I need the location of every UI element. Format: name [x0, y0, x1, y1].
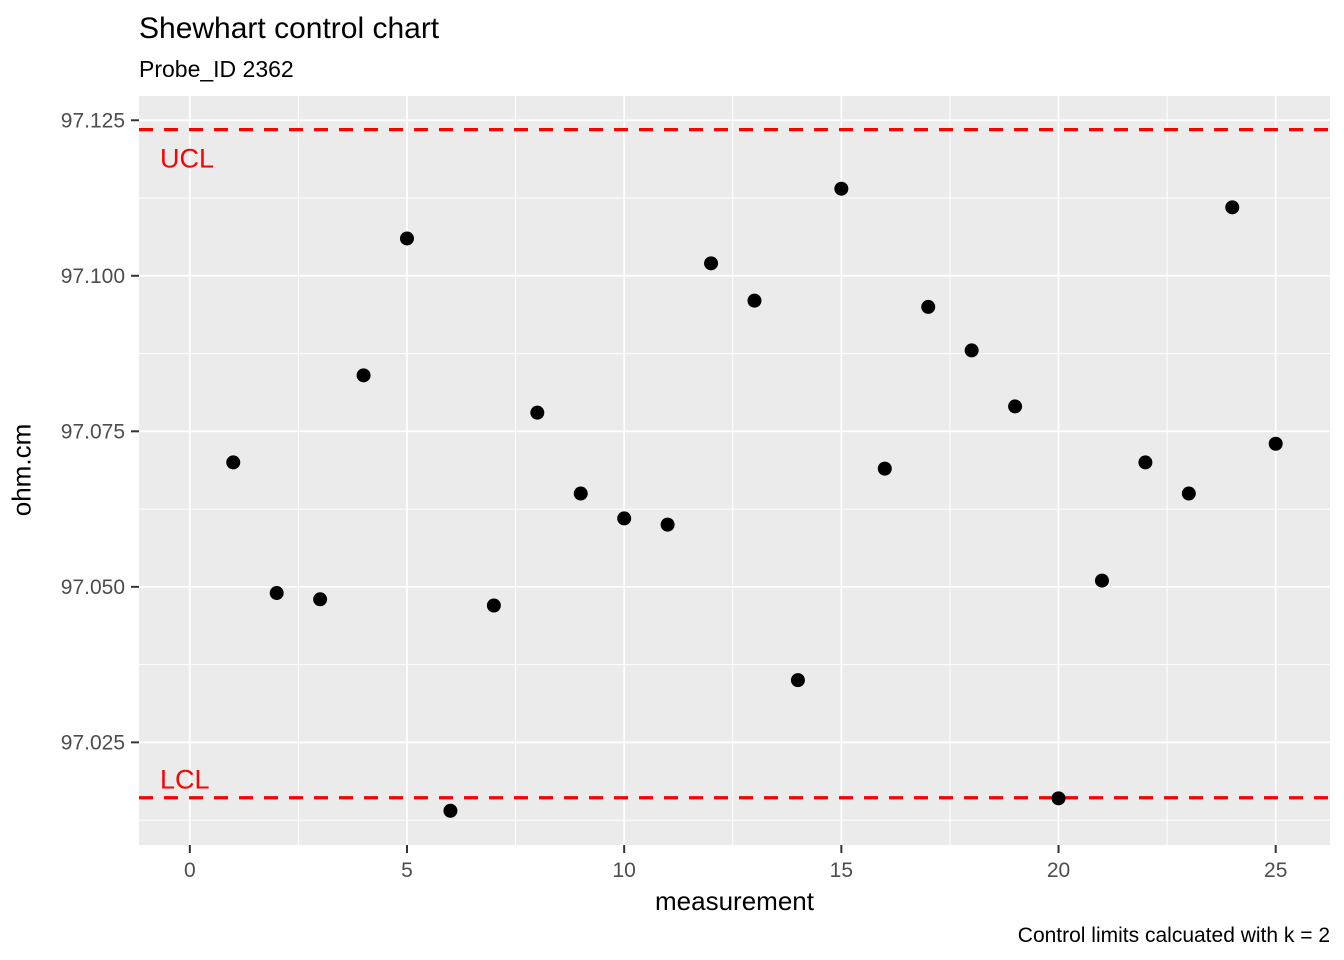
data-point — [790, 673, 805, 688]
x-tick-label: 5 — [401, 859, 413, 882]
axis-tick-marks — [131, 119, 1277, 853]
major-gridlines — [139, 96, 1330, 845]
y-tick-label: 97.125 — [61, 109, 125, 132]
x-axis-title: measurement — [655, 886, 814, 916]
data-point — [1181, 486, 1196, 501]
y-tick-label: 97.050 — [61, 576, 125, 599]
data-point — [313, 592, 328, 607]
control-limit-label-lcl: LCL — [160, 765, 210, 795]
data-point — [877, 461, 892, 476]
data-point — [617, 511, 632, 526]
data-point — [269, 586, 284, 601]
data-point — [964, 343, 979, 358]
data-point — [660, 517, 675, 532]
chart-caption: Control limits calcuated with k = 2 — [1017, 924, 1330, 947]
chart-title: Shewhart control chart — [139, 12, 440, 45]
y-tick-label: 97.075 — [61, 420, 125, 443]
data-point — [443, 803, 458, 818]
data-point — [399, 231, 414, 246]
data-point — [226, 455, 241, 470]
y-tick-label: 97.100 — [61, 265, 125, 288]
x-tick-label: 15 — [830, 859, 853, 882]
minor-gridlines — [139, 96, 1330, 845]
data-points — [226, 181, 1283, 818]
data-point — [486, 598, 501, 613]
x-tick-label: 20 — [1047, 859, 1070, 882]
data-point — [1268, 436, 1283, 451]
x-tick-label: 25 — [1264, 859, 1287, 882]
y-axis-title: ohm.cm — [6, 423, 37, 517]
data-point — [834, 181, 849, 196]
panel-background — [139, 96, 1330, 845]
data-point — [1138, 455, 1153, 470]
data-point — [1225, 200, 1240, 215]
data-point — [573, 486, 588, 501]
data-point — [356, 368, 371, 383]
data-point — [530, 405, 545, 420]
data-point — [921, 299, 936, 314]
x-tick-label: 0 — [184, 859, 196, 882]
data-point — [704, 256, 719, 271]
data-point — [747, 293, 762, 308]
data-point — [1051, 791, 1066, 806]
data-point — [1094, 573, 1109, 588]
y-tick-label: 97.025 — [61, 731, 125, 754]
data-point — [1008, 399, 1023, 414]
x-tick-label: 10 — [612, 859, 635, 882]
chart-subtitle: Probe_ID 2362 — [139, 56, 294, 82]
control-limit-label-ucl: UCL — [160, 144, 214, 174]
